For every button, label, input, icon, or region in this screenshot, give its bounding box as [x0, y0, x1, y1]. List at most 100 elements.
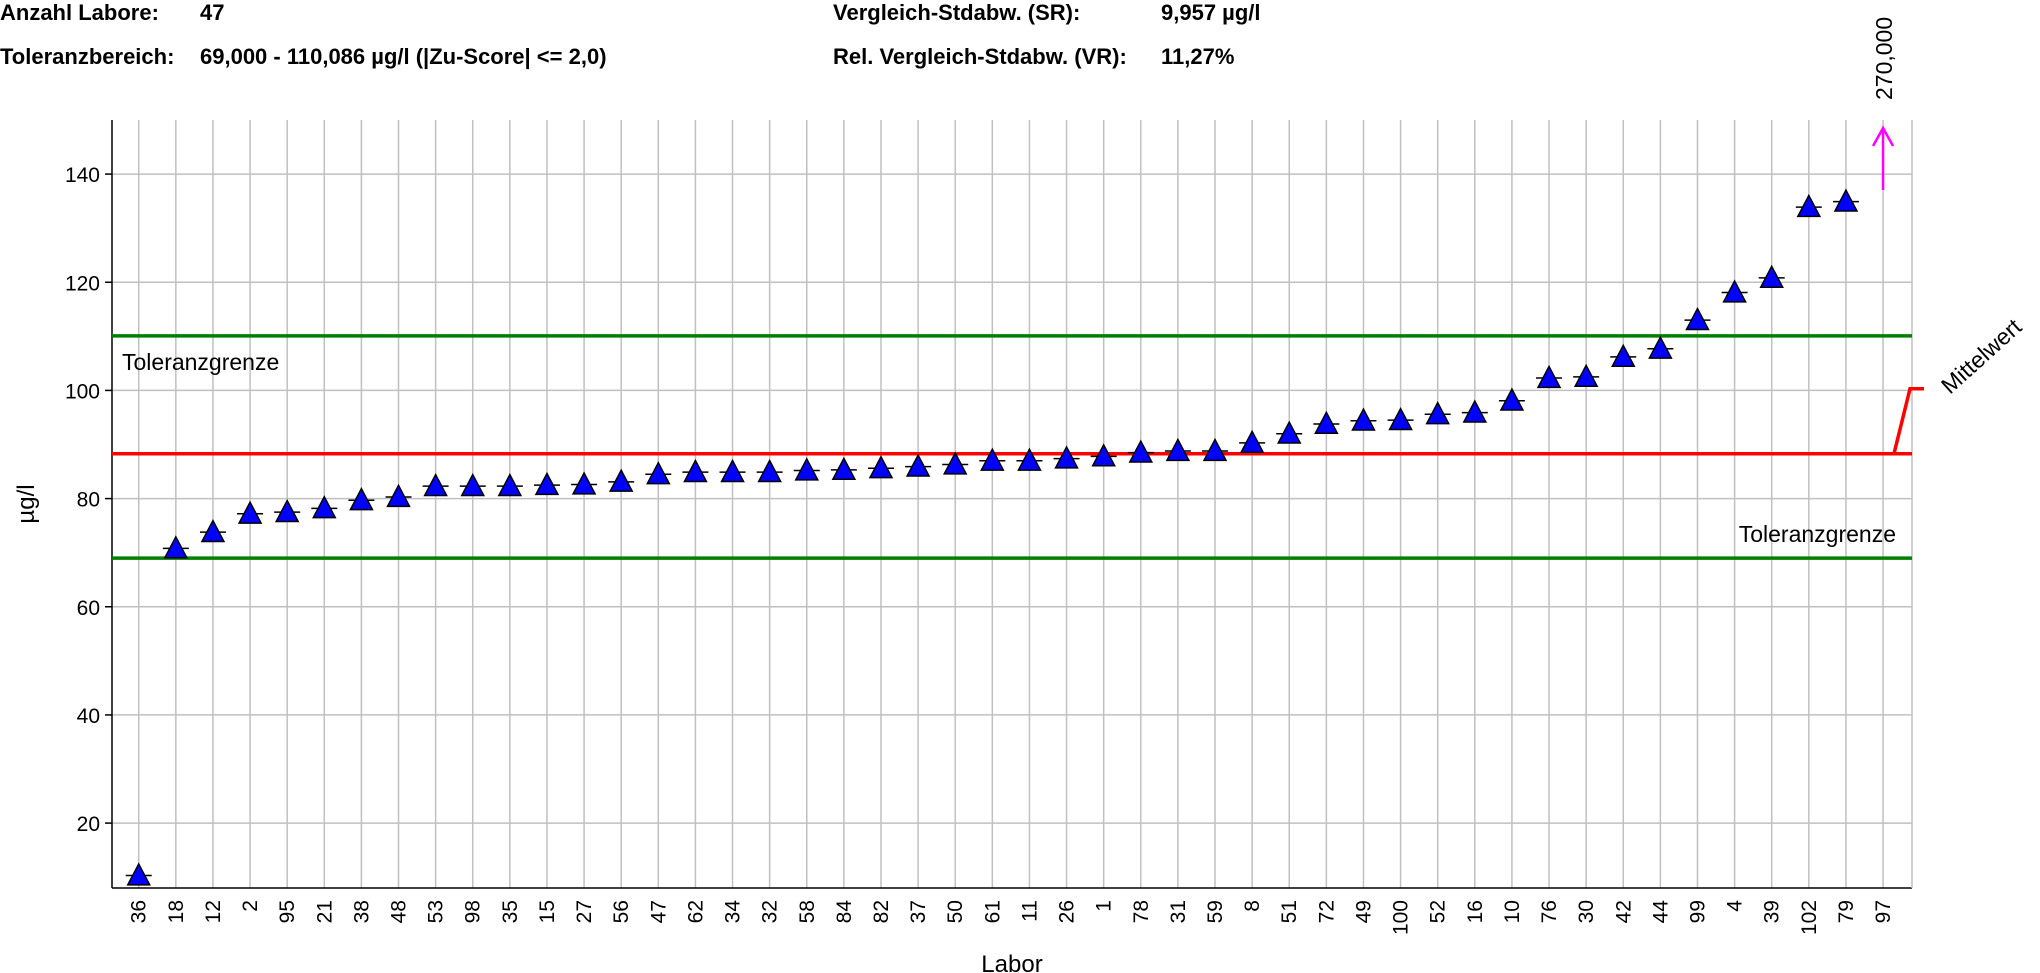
- y-tick-label: 60: [77, 597, 100, 620]
- x-tick-label: 18: [165, 900, 188, 923]
- x-tick-label: 37: [907, 900, 930, 923]
- x-tick-label: 21: [313, 900, 336, 923]
- header-rel-vergleich-stdabw: Rel. Vergleich-Stdabw. (VR): 11,27%: [833, 44, 1234, 70]
- x-tick-label: 26: [1056, 900, 1079, 923]
- data-point: [1017, 447, 1042, 471]
- x-tick-label: 34: [722, 900, 745, 924]
- x-tick-label: 44: [1649, 900, 1672, 924]
- y-tick-label: 120: [65, 272, 100, 295]
- x-tick-label: 8: [1241, 900, 1264, 912]
- data-point: [126, 862, 151, 886]
- x-tick-label: 84: [833, 900, 856, 924]
- y-tick-label: 140: [65, 164, 100, 187]
- header-value: 69,000 - 110,086 µg/l (|Zu-Score| <= 2,0…: [200, 44, 607, 69]
- x-tick-label: 98: [462, 900, 485, 923]
- data-point: [571, 471, 597, 495]
- x-tick-label: 72: [1315, 900, 1338, 923]
- data-point: [1796, 193, 1822, 218]
- x-tick-label: 38: [350, 900, 373, 923]
- data-point: [905, 453, 931, 477]
- x-tick-label: 49: [1352, 900, 1375, 923]
- x-tick-label: 2: [239, 900, 262, 912]
- x-tick-label: 56: [610, 900, 633, 923]
- x-tick-label: 30: [1575, 900, 1598, 923]
- x-tick-label: 11: [1018, 900, 1041, 922]
- x-tick-label: 50: [944, 900, 967, 923]
- x-tick-label: 53: [425, 900, 448, 923]
- data-point: [1722, 279, 1747, 303]
- x-tick-label: 42: [1612, 900, 1635, 923]
- y-tick-label: 100: [65, 380, 100, 403]
- data-point: [1351, 407, 1376, 431]
- x-tick-label: 31: [1167, 900, 1190, 923]
- x-tick-label: 62: [684, 900, 707, 923]
- data-point: [163, 535, 189, 559]
- data-point: [1165, 437, 1191, 462]
- mean-callout-line: [1892, 387, 1924, 455]
- x-tick-label: 39: [1761, 900, 1784, 923]
- x-tick-label: 27: [573, 900, 596, 923]
- x-tick-label: 61: [981, 900, 1004, 923]
- x-tick-label: 52: [1427, 900, 1450, 923]
- data-point: [1648, 335, 1673, 359]
- data-point: [1759, 264, 1784, 289]
- x-axis-title: Labor: [981, 951, 1042, 973]
- grid: [112, 120, 1912, 888]
- x-tick-label: 102: [1798, 900, 1821, 935]
- header-anzahl-labore: Anzahl Labore: 47: [0, 0, 224, 26]
- upper-tolerance-label: Toleranzgrenze: [122, 349, 279, 375]
- data-point: [608, 468, 634, 492]
- data-point: [1091, 443, 1116, 467]
- data-point: [423, 472, 448, 497]
- outlier-value-label: 270,000: [1871, 17, 1897, 100]
- x-tick-label: 76: [1538, 900, 1561, 923]
- x-tick-label: 47: [647, 900, 670, 923]
- y-tick-label: 40: [77, 705, 100, 728]
- data-point: [1314, 410, 1339, 435]
- header-toleranzbereich: Toleranzbereich: 69,000 - 110,086 µg/l (…: [0, 44, 607, 70]
- x-tick-label: 82: [870, 900, 893, 923]
- data-point: [1685, 306, 1710, 331]
- data-point: [497, 472, 523, 497]
- mean-label: Mittelwert: [1936, 313, 2027, 399]
- data-point: [720, 458, 745, 483]
- x-tick-label: 51: [1278, 900, 1301, 923]
- data-point: [794, 457, 820, 481]
- data-point: [312, 495, 337, 519]
- data-point: [1611, 343, 1636, 367]
- header-value: 47: [200, 0, 225, 25]
- data-point: [1388, 407, 1413, 431]
- data-point: [349, 487, 374, 511]
- x-tick-label: 97: [1872, 900, 1895, 923]
- data-point: [646, 461, 671, 485]
- data-point: [1128, 439, 1154, 463]
- data-point: [942, 451, 968, 475]
- data-point: [980, 447, 1005, 471]
- x-tick-label: 35: [499, 900, 522, 923]
- data-points: [125, 125, 1895, 886]
- data-point: [1462, 399, 1488, 423]
- x-tick-label: 15: [536, 900, 559, 923]
- data-point: [386, 483, 411, 508]
- x-tick-label: 78: [1130, 900, 1153, 923]
- x-tick-label: 58: [796, 900, 819, 923]
- x-tick-label: 36: [128, 900, 151, 923]
- x-tick-label: 1: [1093, 900, 1116, 912]
- header-label: Toleranzbereich:: [0, 44, 175, 69]
- data-point: [1536, 364, 1562, 389]
- data-point: [534, 471, 560, 496]
- x-tick-label: 95: [276, 900, 299, 923]
- header-value: 9,957 µg/l: [1161, 0, 1261, 25]
- header-label: Rel. Vergleich-Stdabw. (VR):: [833, 44, 1127, 69]
- data-point: [1425, 401, 1450, 425]
- x-tick-label: 79: [1835, 900, 1858, 923]
- data-point: [1499, 387, 1525, 411]
- y-tick-label: 20: [77, 813, 100, 836]
- header-vergleich-stdabw: Vergleich-Stdabw. (SR): 9,957 µg/l: [833, 0, 1261, 26]
- header-label: Vergleich-Stdabw. (SR):: [833, 0, 1081, 25]
- x-tick-label: 59: [1204, 900, 1227, 923]
- data-point: [200, 518, 226, 543]
- x-tick-label: 99: [1686, 900, 1709, 923]
